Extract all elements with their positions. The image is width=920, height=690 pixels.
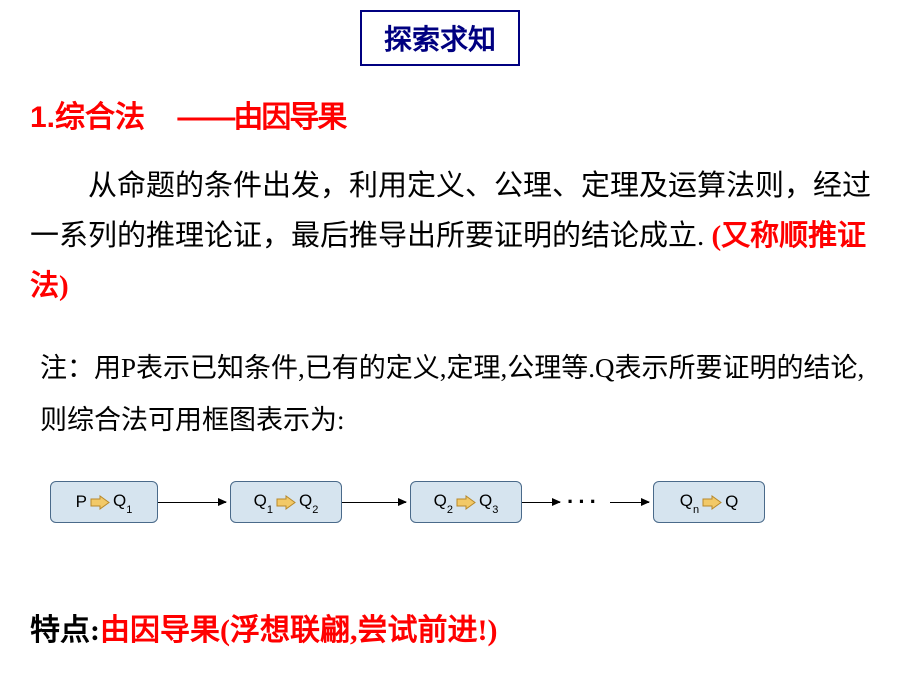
flow-node: P Q1: [50, 481, 158, 523]
node-lhs: P: [76, 492, 87, 512]
node-lhs: Q1: [254, 491, 273, 513]
flow-node: Qn Q: [653, 481, 765, 523]
feature: 特点:由因导果(浮想联翩,尝试前进!): [30, 605, 497, 649]
implies-arrow-icon: [456, 495, 476, 510]
node-lhs: Qn: [680, 491, 699, 513]
paragraph-1: 从命题的条件出发，利用定义、公理、定理及运算法则，经过一系列的推理论证，最后推导…: [30, 161, 890, 311]
implies-arrow-icon: [276, 495, 296, 510]
connector-arrow-icon: [342, 502, 406, 503]
node-rhs: Q1: [113, 491, 132, 513]
implies-arrow-icon: [90, 495, 110, 510]
heading-sub: ——由因导果: [177, 101, 345, 134]
flow-node: Q1 Q2: [230, 481, 342, 523]
title-text: 探索求知: [384, 25, 496, 56]
connector-arrow-icon: [610, 502, 649, 503]
node-rhs: Q: [725, 492, 738, 512]
node-rhs: Q2: [299, 491, 318, 513]
flow-diagram: P Q1Q1 Q2Q2 Q3Qn Q···: [50, 481, 870, 529]
feature-value: 由因导果(浮想联翩,尝试前进!): [100, 614, 497, 647]
feature-label: 特点:: [30, 614, 100, 647]
title-box: 探索求知: [360, 10, 520, 66]
connector-arrow-icon: [522, 502, 560, 503]
heading-number: 1.综合法: [30, 101, 145, 134]
connector-arrow-icon: [158, 502, 226, 503]
node-rhs: Q3: [479, 491, 498, 513]
ellipsis: ···: [567, 489, 601, 515]
paragraph-2: 注：用P表示已知条件,已有的定义,定理,公理等.Q表示所要证明的结论,则综合法可…: [40, 342, 880, 446]
heading: 1.综合法 ——由因导果: [30, 92, 345, 136]
implies-arrow-icon: [702, 495, 722, 510]
flow-node: Q2 Q3: [410, 481, 522, 523]
node-lhs: Q2: [434, 491, 453, 513]
